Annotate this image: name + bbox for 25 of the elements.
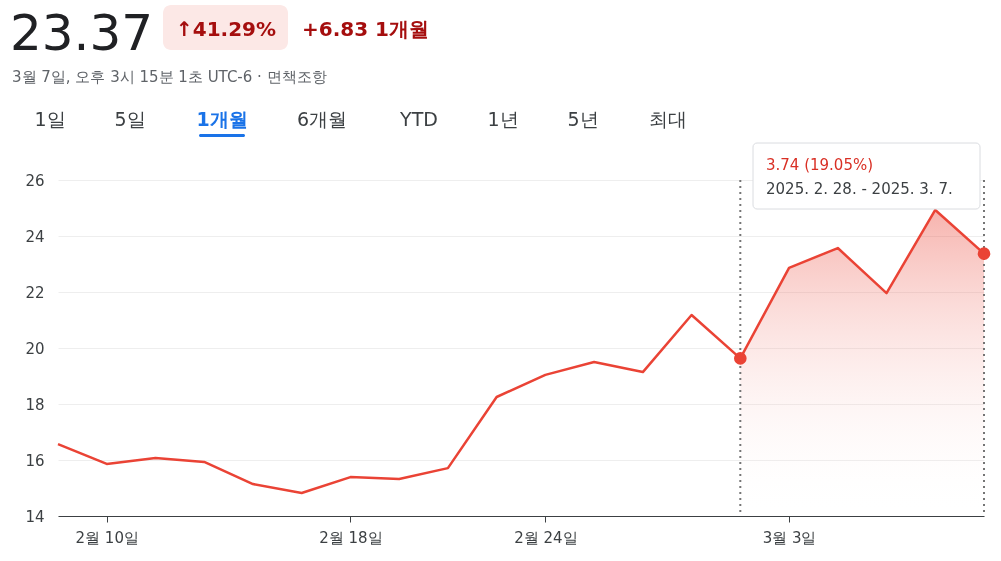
text: +6.83 1개월 (302, 17, 429, 41)
x-tick-label: 2월 18일 (319, 528, 383, 547)
chart-subtitle: 3월 7일, 오후 3시 15분 1초 UTC-6 · 면책조항 (12, 68, 327, 86)
text: YTD (399, 108, 438, 130)
x-tick-label: 2월 24일 (514, 528, 578, 547)
annotation: 2025. 2. 28. - 2025. 3. 7. (766, 180, 953, 198)
text: 6개월 (296, 108, 348, 130)
y-tick-label: 20 (25, 339, 45, 358)
y-tick-label: 24 (25, 227, 45, 246)
y-tick-label: 22 (25, 283, 45, 302)
x-tick-label: 3월 3일 (762, 528, 817, 547)
y-tick-label: 16 (25, 451, 45, 470)
y-tick-label: 18 (25, 395, 45, 414)
text: 5일 (114, 108, 146, 130)
y-tick-label: 14 (25, 507, 45, 526)
text: 5년 (567, 108, 599, 130)
text: 1개월 (196, 108, 248, 130)
chart-title: 23.37 (10, 4, 154, 62)
text: 1일 (34, 108, 66, 130)
text: 1년 (487, 108, 519, 130)
y-tick-label: 26 (25, 171, 45, 190)
text: 최대 (649, 108, 687, 130)
x-tick-label: 2월 10일 (75, 528, 139, 547)
text: ↑41.29% (175, 17, 277, 41)
text: 3.74 (19.05%) (766, 156, 874, 174)
